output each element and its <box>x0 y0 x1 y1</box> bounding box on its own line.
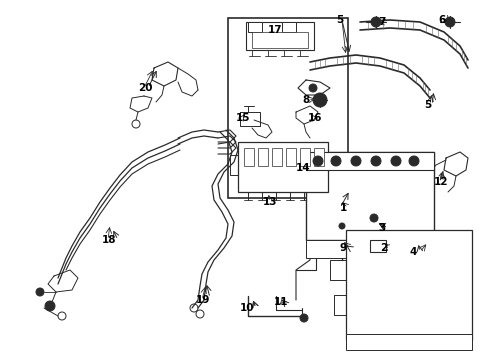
Text: 8: 8 <box>302 95 309 105</box>
Circle shape <box>371 156 381 166</box>
Text: 10: 10 <box>240 303 254 313</box>
Circle shape <box>313 156 323 166</box>
Text: 2: 2 <box>380 243 387 253</box>
Circle shape <box>45 301 55 311</box>
Circle shape <box>445 17 455 27</box>
Text: 5: 5 <box>424 100 431 110</box>
Text: 17: 17 <box>268 25 283 35</box>
Bar <box>228 18 348 198</box>
Text: 16: 16 <box>308 113 322 123</box>
Text: 11: 11 <box>274 297 289 307</box>
Bar <box>346 230 472 340</box>
Text: 13: 13 <box>263 197 277 207</box>
Bar <box>286 148 296 166</box>
Bar <box>314 148 324 166</box>
Bar <box>272 148 282 166</box>
Circle shape <box>36 288 44 296</box>
Text: 20: 20 <box>138 83 152 93</box>
Bar <box>246 22 314 50</box>
Bar <box>238 142 328 192</box>
Text: 5: 5 <box>336 15 343 25</box>
Text: 1: 1 <box>340 203 347 213</box>
Bar <box>306 240 434 258</box>
Circle shape <box>300 314 308 322</box>
Text: 3: 3 <box>378 223 385 233</box>
Circle shape <box>370 214 378 222</box>
Circle shape <box>313 93 327 107</box>
Circle shape <box>309 84 317 92</box>
Circle shape <box>331 156 341 166</box>
Circle shape <box>409 156 419 166</box>
Bar <box>248 22 262 32</box>
Text: 18: 18 <box>102 235 117 245</box>
Text: 19: 19 <box>196 295 210 305</box>
Circle shape <box>351 156 361 166</box>
Text: 4: 4 <box>410 247 417 257</box>
Text: 7: 7 <box>378 17 385 27</box>
Text: 14: 14 <box>296 163 311 173</box>
Text: 12: 12 <box>434 177 448 187</box>
Text: 6: 6 <box>438 15 445 25</box>
Bar <box>258 148 268 166</box>
Bar <box>370 240 386 252</box>
Circle shape <box>339 223 345 229</box>
Bar <box>306 152 434 240</box>
Bar <box>300 148 310 166</box>
Circle shape <box>391 156 401 166</box>
Text: 9: 9 <box>340 243 347 253</box>
Circle shape <box>371 17 381 27</box>
Bar <box>282 22 296 32</box>
Bar <box>244 148 254 166</box>
Bar <box>306 152 434 170</box>
Bar <box>346 334 472 350</box>
Text: 15: 15 <box>236 113 250 123</box>
Bar <box>252 32 308 48</box>
